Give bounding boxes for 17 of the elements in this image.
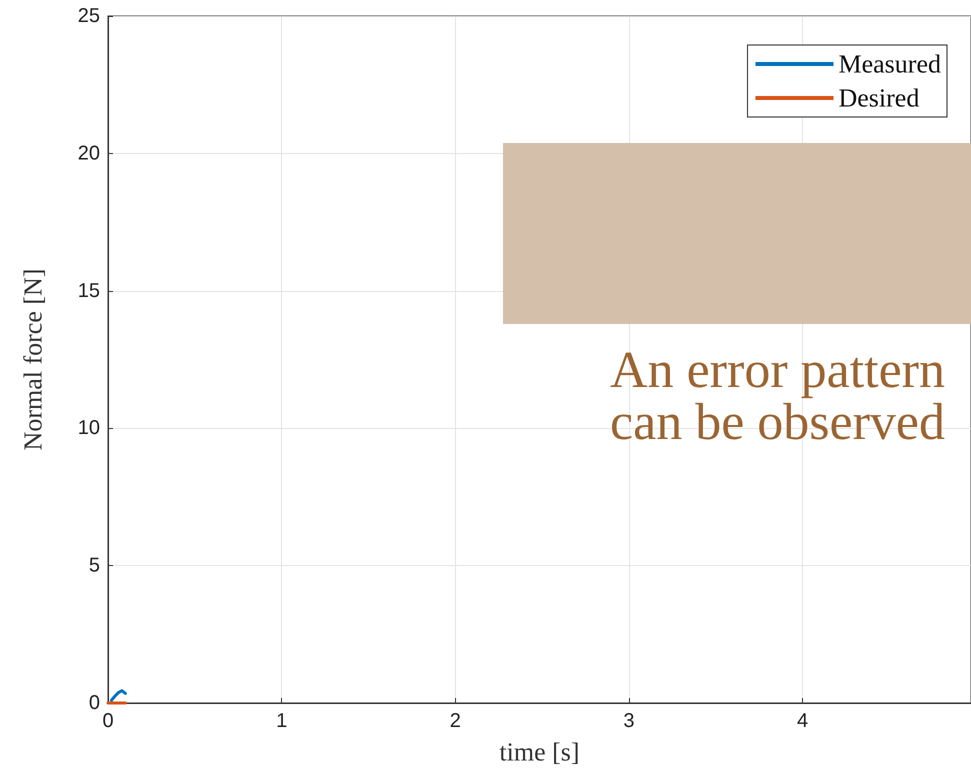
x-tick-label: 0 <box>102 710 114 732</box>
x-tick-label: 1 <box>276 710 288 732</box>
legend-label: Measured <box>838 50 941 78</box>
x-tick-label: 4 <box>797 710 808 732</box>
x-axis-title: time [s] <box>499 738 580 766</box>
annotation: An error pattern can be observed <box>609 342 946 451</box>
legend-label: Desired <box>838 84 920 112</box>
y-tick-label: 15 <box>78 280 100 302</box>
x-tick-label: 3 <box>623 710 634 732</box>
x-tick-label: 2 <box>450 710 461 732</box>
y-tick-label: 25 <box>78 5 100 27</box>
y-tick-label: 20 <box>78 142 100 164</box>
y-tick-label: 5 <box>88 554 100 577</box>
y-axis-title: Normal force [N] <box>18 268 48 450</box>
y-tick-label: 0 <box>88 692 100 714</box>
line-series <box>110 689 127 702</box>
y-tick-label: 10 <box>78 417 100 440</box>
